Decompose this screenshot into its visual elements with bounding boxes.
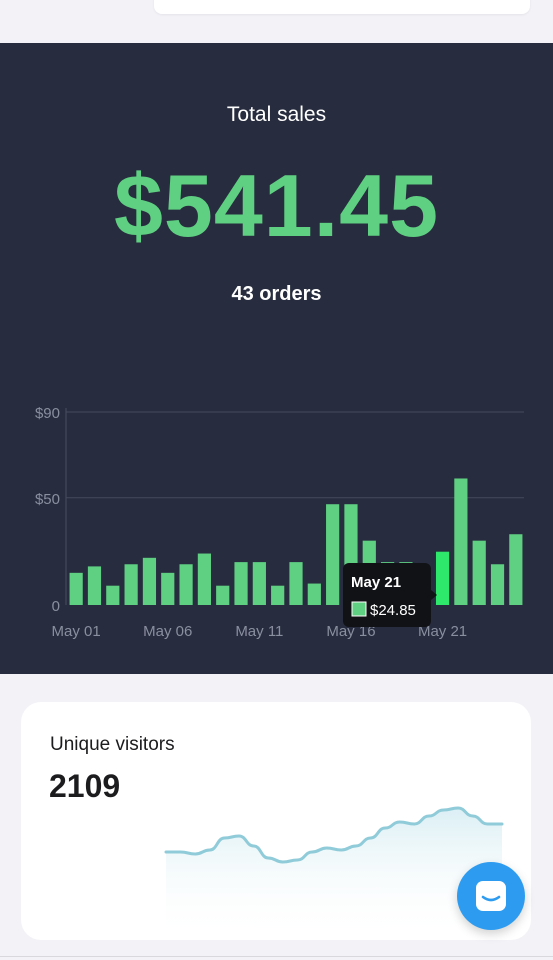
bar[interactable] <box>454 478 468 605</box>
x-tick-label: May 06 <box>143 623 192 640</box>
bar[interactable] <box>326 504 340 605</box>
bar[interactable] <box>252 562 266 605</box>
sparkline-line <box>164 806 504 864</box>
bar[interactable] <box>289 562 303 605</box>
y-tick-label: $50 <box>35 491 60 508</box>
bottom-divider <box>0 956 553 957</box>
bar[interactable] <box>509 534 523 605</box>
y-tick-label: 0 <box>52 598 60 615</box>
bar[interactable] <box>271 585 285 605</box>
sales-title: Total sales <box>226 103 327 126</box>
tooltip-title: May 21 <box>351 574 401 591</box>
bar[interactable] <box>307 583 321 605</box>
tooltip-arrow <box>431 590 437 600</box>
bar[interactable] <box>197 553 211 605</box>
visitors-card[interactable]: Unique visitors 2109 <box>21 702 531 940</box>
sparkline-area <box>166 808 502 940</box>
bar[interactable] <box>179 564 193 605</box>
x-tick-label: May 01 <box>52 623 101 640</box>
x-tick-label: May 16 <box>326 623 375 640</box>
bar[interactable] <box>87 566 102 605</box>
bar-tooltip: May 21 $24.85 <box>343 563 437 627</box>
bar[interactable] <box>435 551 450 605</box>
bar[interactable] <box>142 557 157 605</box>
bar[interactable] <box>69 572 83 605</box>
chat-button[interactable] <box>457 862 525 930</box>
bar[interactable] <box>216 585 230 605</box>
visitors-label: Unique visitors <box>50 734 175 755</box>
y-tick-label: $90 <box>35 405 60 422</box>
previous-card <box>154 0 530 14</box>
bar[interactable] <box>161 572 175 605</box>
bar[interactable] <box>472 540 486 605</box>
sales-panel: Total sales $541.45 43 orders $90 $50 0 May… <box>0 43 553 674</box>
bar[interactable] <box>106 585 120 605</box>
chat-bubble-icon <box>476 881 506 911</box>
visitors-count: 2109 <box>49 768 121 804</box>
visitors-sparkline <box>164 806 504 940</box>
x-tick-label: May 21 <box>418 623 467 640</box>
bar[interactable] <box>490 564 505 605</box>
orders-count: 43 orders <box>231 283 322 305</box>
x-tick-label: May 11 <box>235 623 283 640</box>
tooltip-swatch <box>351 601 367 617</box>
tooltip-value: $24.85 <box>370 602 416 619</box>
sales-amount: $541.45 <box>113 156 440 255</box>
bar[interactable] <box>124 564 138 605</box>
bar[interactable] <box>234 562 248 605</box>
